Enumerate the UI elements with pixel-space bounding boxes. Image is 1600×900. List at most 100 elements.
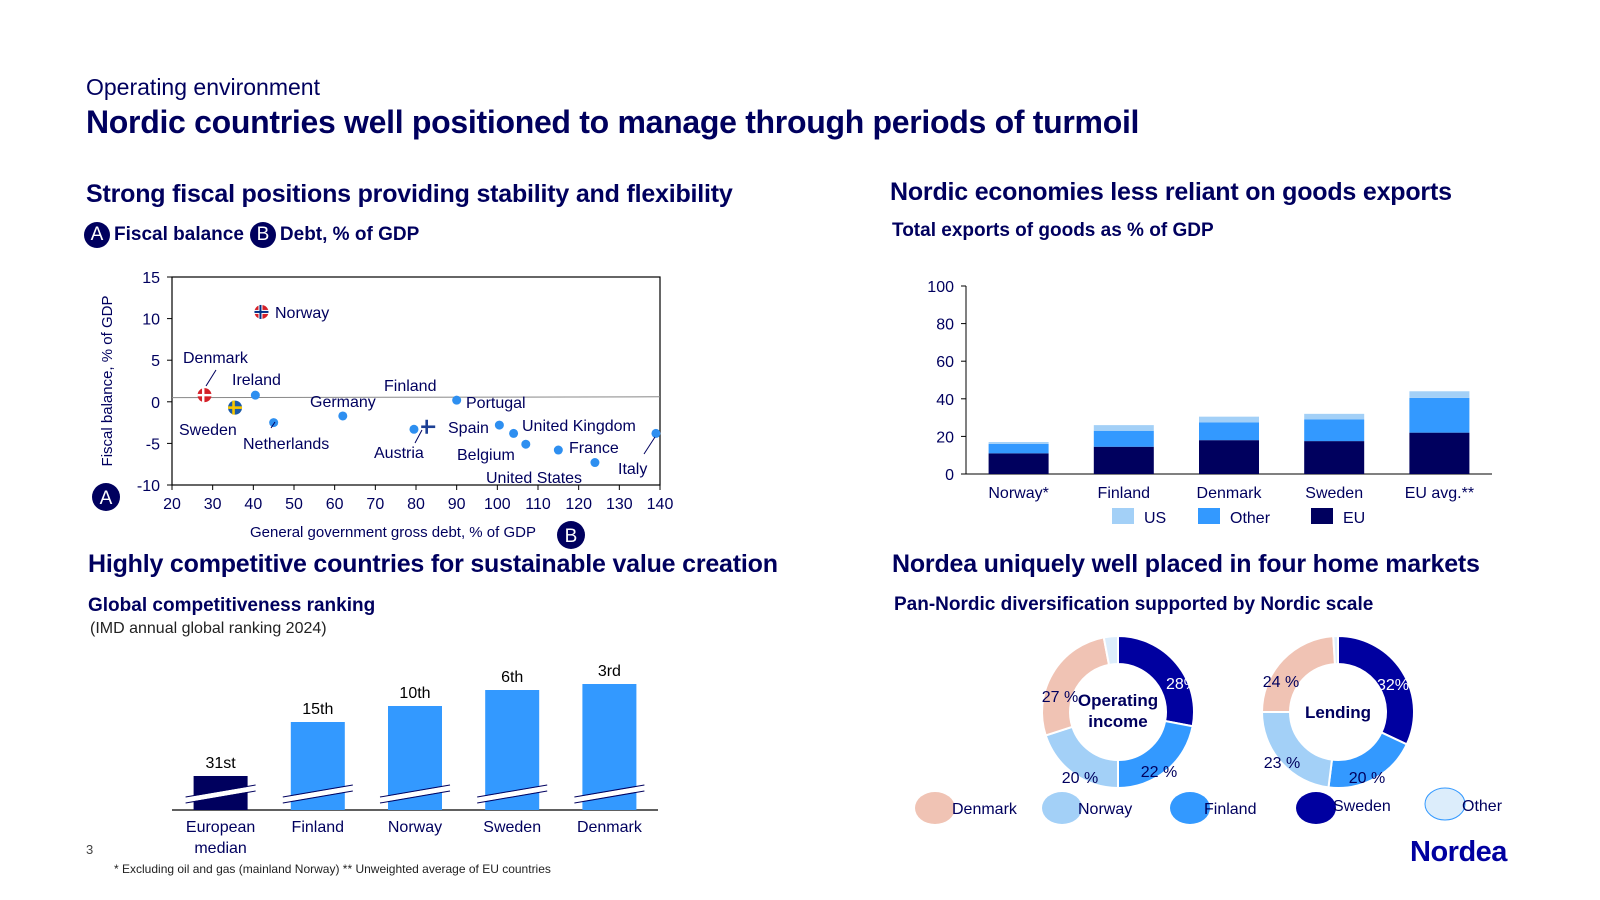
scatter-point-united-kingdom: United Kingdom <box>509 418 636 438</box>
donut-slice-label-denmark: 24 % <box>1263 674 1299 691</box>
axis-badge-b: B <box>557 521 585 549</box>
scatter-point-sweden: Sweden <box>179 400 243 439</box>
point-label: Italy <box>618 461 647 478</box>
donut-center-label: Lending <box>1305 703 1371 722</box>
point-label: Portugal <box>466 395 526 412</box>
x-axis-label: General government gross debt, % of GDP <box>250 524 536 541</box>
svg-text:Norway: Norway <box>1078 801 1132 818</box>
y-tick-label: 0 <box>151 395 160 412</box>
y-tick-label: -5 <box>146 436 160 453</box>
scatter-point-france: France <box>553 440 619 457</box>
competitive-panel-subtitle: Global competitiveness ranking <box>88 595 376 616</box>
exports-bar-eu-eu-avg <box>1409 432 1470 474</box>
ranking-category-label: Norway <box>388 819 442 836</box>
point-label: Spain <box>448 420 489 437</box>
exports-bar-chart: 0 20 40 60 80 100 Norway* Finland Denmark Sweden E… <box>927 279 1492 527</box>
point-label: France <box>569 440 619 457</box>
donut-slice-label-denmark: 27 % <box>1042 689 1078 706</box>
ranking-bar-norway <box>379 706 451 810</box>
nordea-panel-title: Nordea uniquely well placed in four home… <box>892 550 1480 578</box>
scatter-point-netherlands: Netherlands <box>243 418 329 453</box>
scatter-point-finland: Finland <box>384 378 436 434</box>
donut-legend-sweden: Sweden <box>1296 792 1391 824</box>
x-tick-label: 140 <box>647 496 674 513</box>
x-tick-label: 90 <box>448 496 466 513</box>
exports-bar-eu-norway <box>988 453 1049 474</box>
ranking-bar-chart: 31st European median 15th Finland 10th Norway 6… <box>172 663 658 857</box>
svg-text:Denmark: Denmark <box>952 801 1018 818</box>
label-debt: Debt, % of GDP <box>279 224 420 245</box>
donut-charts: 28% 22 % 20 % 27 % Operating income 32% 20 % 23 … <box>915 634 1503 824</box>
exports-category-label: Sweden <box>1305 485 1363 502</box>
scatter-point-italy: Italy <box>618 428 661 478</box>
exports-bar-us-denmark <box>1199 416 1259 423</box>
exports-legend-us: US <box>1112 508 1166 527</box>
exports-bar-other-finland <box>1093 430 1154 447</box>
ranking-bar-sweden <box>476 690 548 810</box>
ranking-bar-finland <box>282 722 354 810</box>
ranking-category-label: Sweden <box>483 819 541 836</box>
page-number: 3 <box>86 842 94 857</box>
exports-y-tick-label: 80 <box>936 317 954 334</box>
scatter-point-austria: Austria <box>374 424 424 462</box>
competitive-panel-note: (IMD annual global ranking 2024) <box>90 620 327 637</box>
nordea-panel-subtitle: Pan-Nordic diversification supported by … <box>894 594 1374 615</box>
scatter-point-spain: Spain <box>448 420 504 437</box>
exports-legend-other: Other <box>1198 508 1271 527</box>
point-label: Germany <box>310 394 376 411</box>
trendline <box>171 396 661 399</box>
point-label: Austria <box>374 445 424 462</box>
donut-lending <box>1260 634 1415 789</box>
svg-text:B: B <box>565 526 578 547</box>
point-label: Ireland <box>232 372 281 389</box>
scatter-point-united-states: United States <box>486 458 600 487</box>
fiscal-panel-title: Strong fiscal positions providing stabil… <box>86 180 733 208</box>
x-tick-label: 130 <box>606 496 633 513</box>
x-tick-label: 30 <box>204 496 222 513</box>
scatter-point-norway: Norway <box>254 304 329 322</box>
donut-slice-label-norway: 20 % <box>1062 770 1098 787</box>
x-tick-label: 80 <box>407 496 425 513</box>
donut-legend-denmark: Denmark <box>915 792 1018 824</box>
x-tick-label: 70 <box>366 496 384 513</box>
exports-bar-eu-denmark <box>1199 440 1259 474</box>
exports-bar-us-eu-avg <box>1409 391 1470 398</box>
y-tick-label: 5 <box>151 353 160 370</box>
exports-y-tick-label: 60 <box>936 354 954 371</box>
donut-slice-label-norway: 23 % <box>1264 755 1300 772</box>
scatter-point-belgium: Belgium <box>457 439 531 464</box>
donut-operating-income <box>1041 634 1195 790</box>
ranking-category-label: Finland <box>292 819 344 836</box>
axis-badge-a: A <box>92 483 120 511</box>
svg-text:Finland: Finland <box>1204 801 1256 818</box>
ranking-bar-european-median <box>185 776 257 810</box>
badge-a: A <box>84 222 110 248</box>
y-tick-label: -10 <box>137 478 160 495</box>
y-tick-label: 15 <box>142 270 160 287</box>
point-label: Finland <box>384 378 436 395</box>
donut-slice-sweden <box>1337 634 1415 746</box>
exports-panel-subtitle: Total exports of goods as % of GDP <box>892 220 1214 241</box>
donut-slice-label-finland: 22 % <box>1141 764 1177 781</box>
donut-legend-norway: Norway <box>1042 792 1132 824</box>
point-label: Belgium <box>457 447 515 464</box>
ranking-bar-denmark <box>573 684 645 810</box>
x-tick-label: 40 <box>244 496 262 513</box>
exports-bar-us-norway <box>988 442 1049 444</box>
label-fiscal-balance: Fiscal balance <box>114 224 244 245</box>
exports-panel-title: Nordic economies less reliant on goods e… <box>890 178 1452 206</box>
donut-slice-other <box>1332 634 1339 666</box>
exports-legend-eu: EU <box>1311 508 1365 527</box>
footnote: * Excluding oil and gas (mainland Norway… <box>114 862 551 876</box>
scatter-point-germany: Germany <box>310 394 376 421</box>
exports-y-tick-label: 100 <box>927 279 954 296</box>
point-label: Norway <box>275 305 329 322</box>
y-axis-label: Fiscal balance, % of GDP <box>99 296 116 467</box>
badge-b: B <box>249 222 276 248</box>
exports-bar-other-eu-avg <box>1409 397 1470 433</box>
x-tick-label: 20 <box>163 496 181 513</box>
exports-y-tick-label: 0 <box>945 467 954 484</box>
ranking-value-label: 3rd <box>598 663 621 680</box>
point-label: Netherlands <box>243 436 329 453</box>
donut-center-label: Operating <box>1078 691 1158 710</box>
